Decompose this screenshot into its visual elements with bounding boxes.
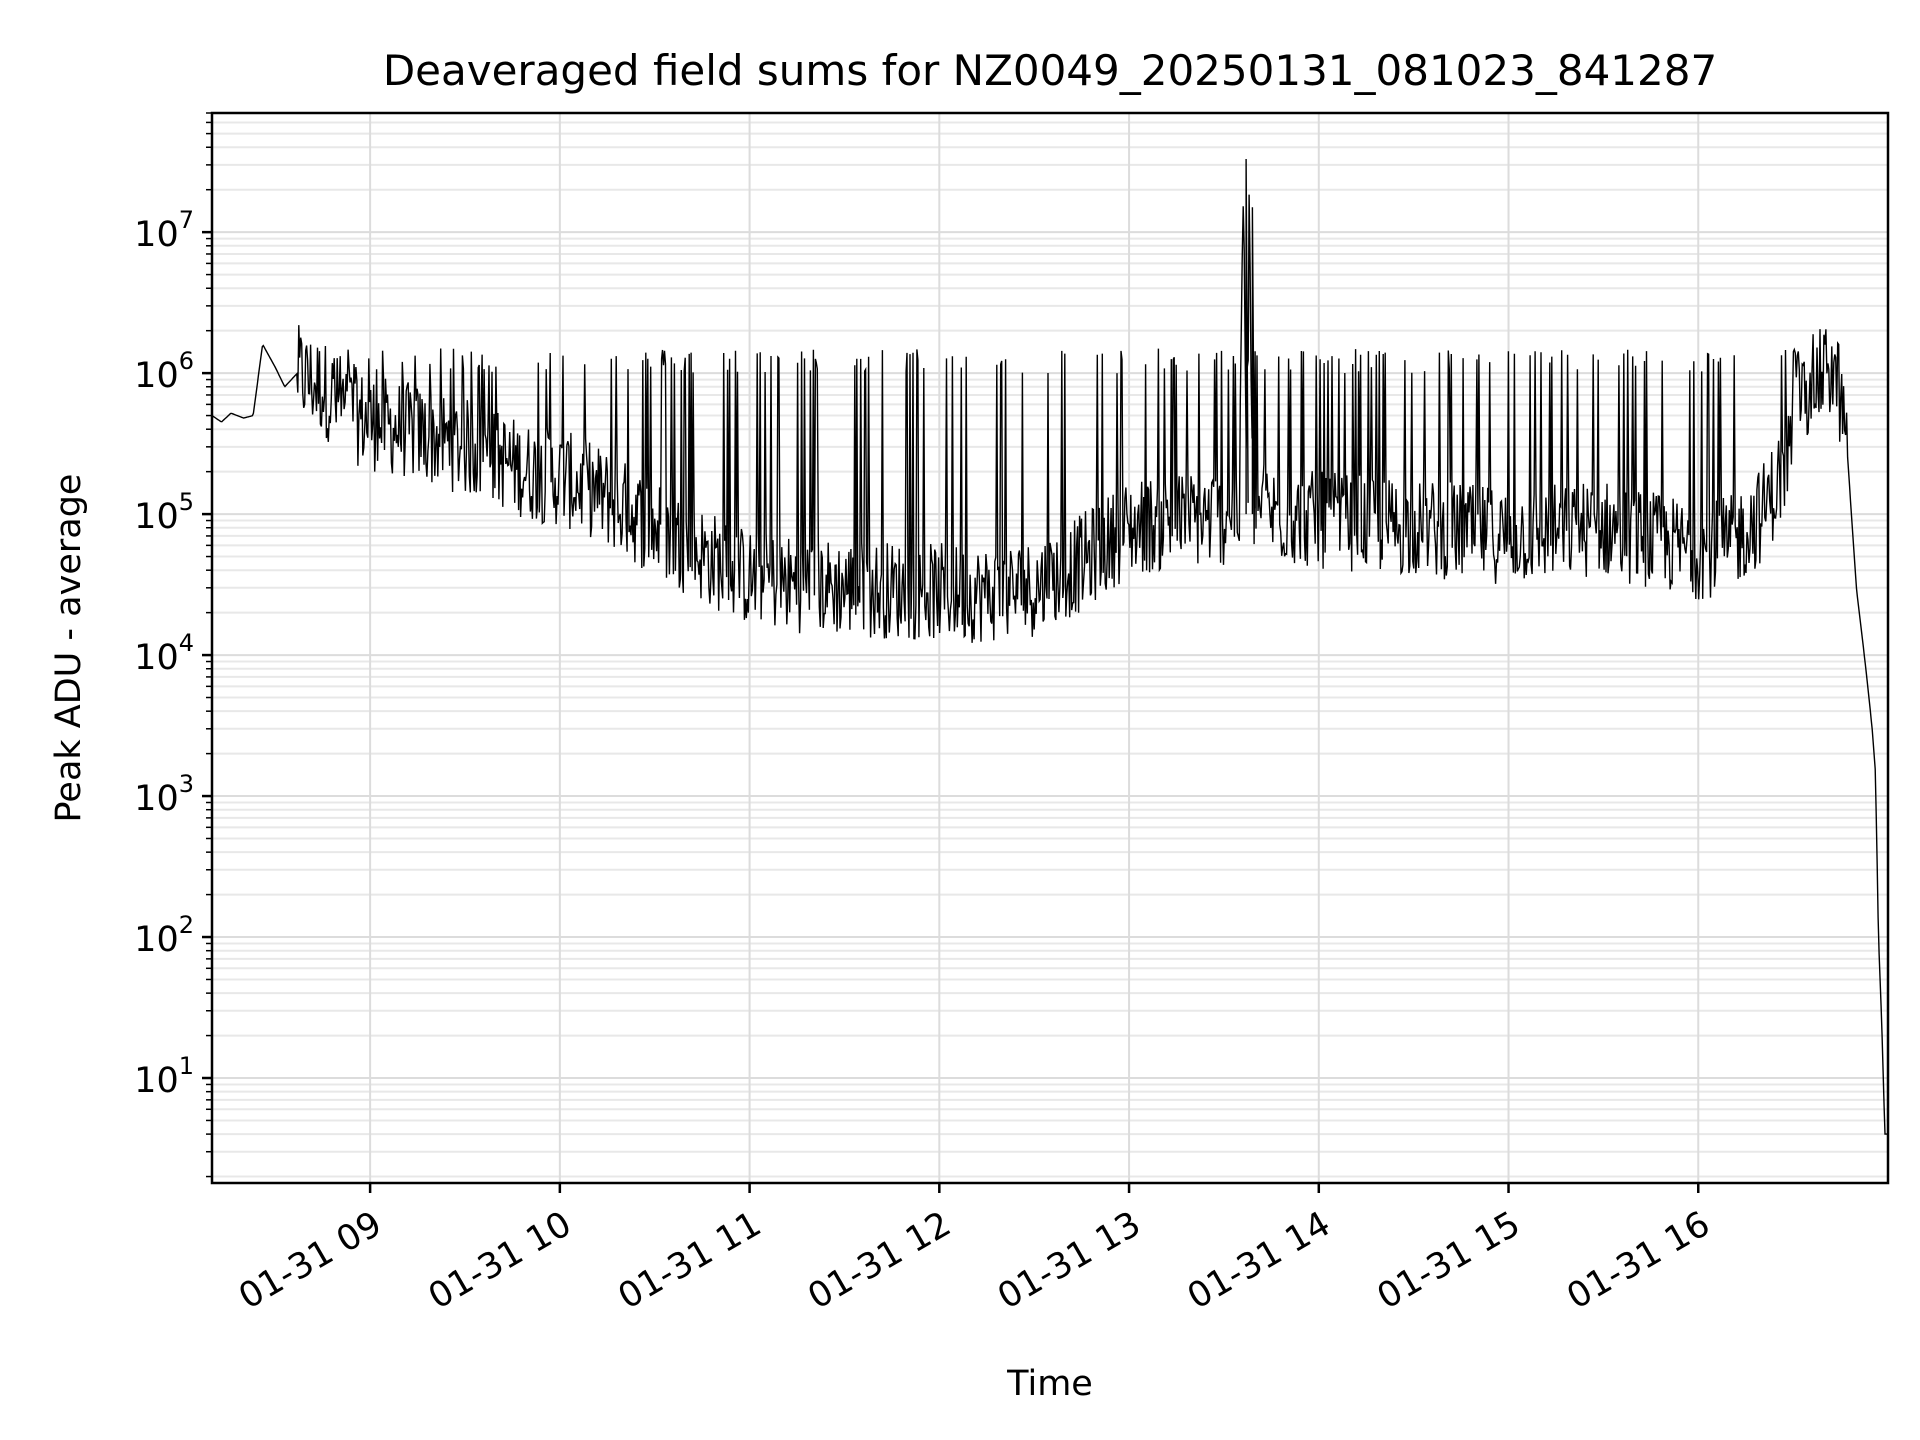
y-tick-exponent: 6: [179, 347, 194, 375]
y-tick-label: 106: [134, 347, 194, 396]
x-tick-label: 01-31 14: [1181, 1204, 1337, 1317]
plot-area: [210, 111, 1890, 1185]
y-tick-base: 10: [134, 1061, 179, 1101]
y-tick-label: 103: [134, 770, 194, 819]
x-tick-label: 01-31 10: [422, 1204, 578, 1317]
y-tick-base: 10: [134, 215, 179, 255]
y-tick-exponent: 4: [179, 629, 194, 657]
x-tick-label: 01-31 11: [612, 1204, 768, 1317]
y-tick-base: 10: [134, 497, 179, 537]
chart-title: Deaveraged field sums for NZ0049_2025013…: [383, 46, 1717, 95]
x-tick-label: 01-31 13: [991, 1204, 1147, 1317]
y-tick-base: 10: [134, 638, 179, 678]
y-tick-base: 10: [134, 779, 179, 819]
x-tick-label: 01-31 09: [232, 1204, 388, 1317]
y-tick-base: 10: [134, 356, 179, 396]
y-tick-exponent: 1: [179, 1052, 194, 1080]
y-tick-base: 10: [134, 920, 179, 960]
x-axis-label: Time: [1006, 1364, 1093, 1404]
y-tick-exponent: 2: [179, 911, 194, 939]
y-tick-label: 102: [134, 911, 194, 960]
y-tick-exponent: 7: [179, 206, 194, 234]
y-axis-label: Peak ADU - average: [49, 474, 89, 823]
grid-layer: [212, 112, 1888, 1183]
series-line: [211, 158, 1888, 1135]
x-tick-label: 01-31 15: [1371, 1204, 1527, 1317]
y-tick-label: 101: [134, 1052, 194, 1101]
y-tick-label: 107: [134, 206, 194, 255]
y-tick-label: 104: [134, 629, 194, 678]
x-tick-label: 01-31 12: [802, 1204, 958, 1317]
y-tick-exponent: 5: [179, 488, 194, 516]
y-tick-exponent: 3: [179, 770, 194, 798]
y-tick-label: 105: [134, 488, 194, 537]
x-tick-label: 01-31 16: [1560, 1204, 1716, 1317]
